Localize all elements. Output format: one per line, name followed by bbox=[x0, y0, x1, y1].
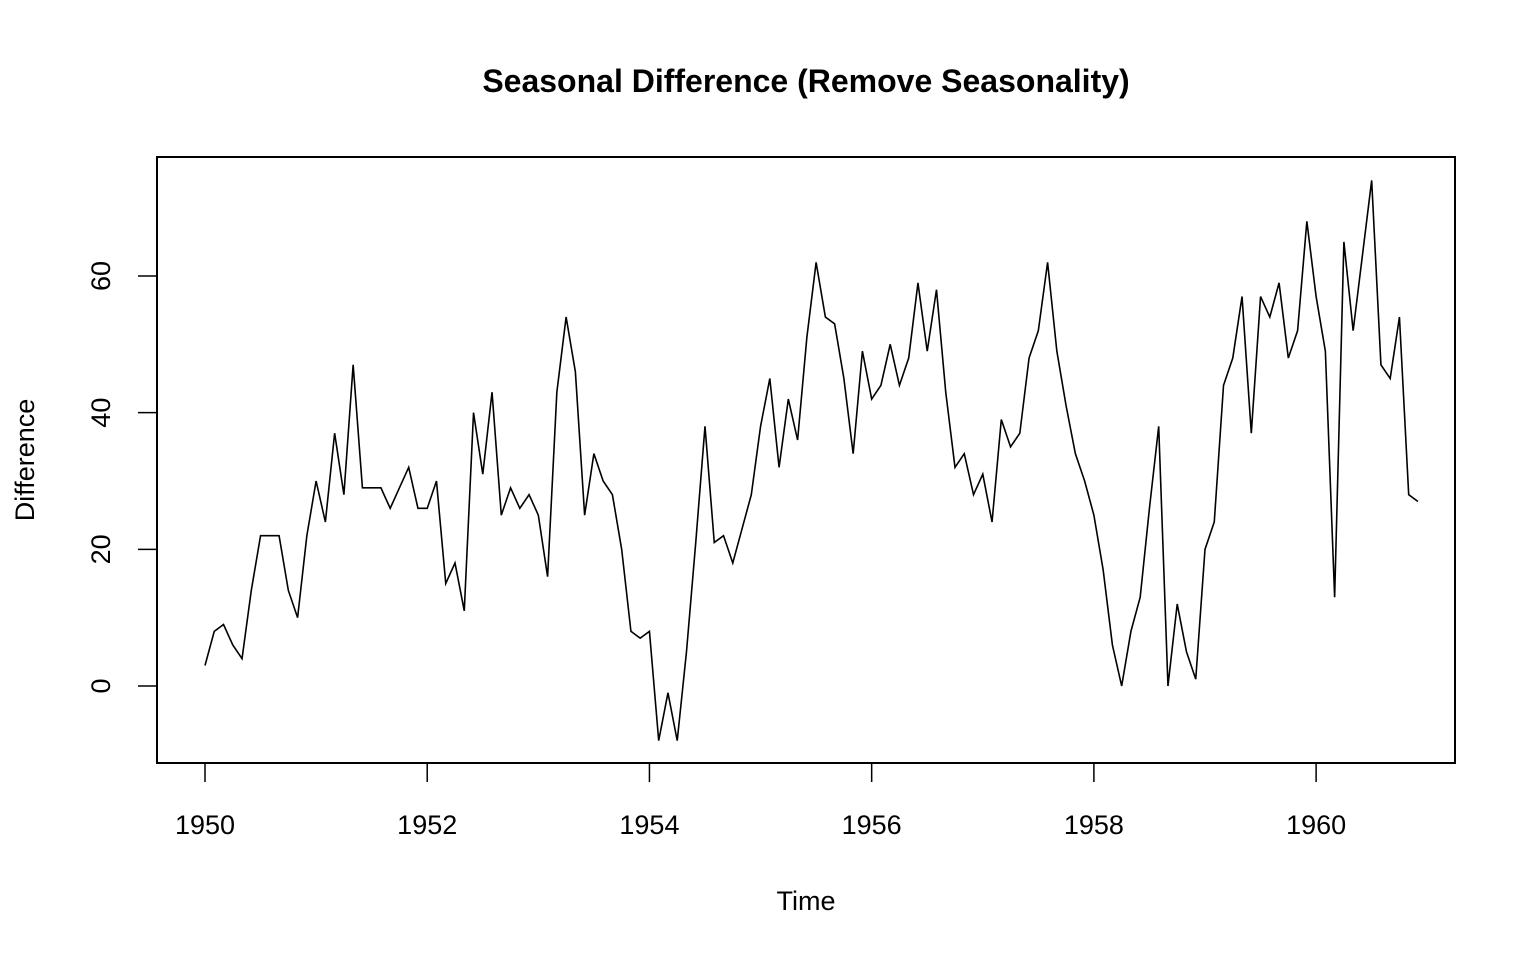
x-tick-label: 1958 bbox=[1064, 810, 1124, 840]
y-tick-label: 60 bbox=[86, 261, 116, 291]
x-tick-label: 1960 bbox=[1286, 810, 1346, 840]
y-axis: 0 20 40 60 bbox=[86, 261, 158, 694]
series-difference bbox=[204, 180, 1419, 741]
y-axis-label: Difference bbox=[10, 399, 40, 522]
chart-title: Seasonal Difference (Remove Seasonality) bbox=[482, 63, 1129, 99]
series-line bbox=[204, 180, 1419, 741]
x-axis-label: Time bbox=[777, 886, 836, 916]
x-tick-label: 1950 bbox=[175, 810, 235, 840]
y-tick-label: 20 bbox=[86, 534, 116, 564]
x-tick-label: 1954 bbox=[619, 810, 679, 840]
x-tick-label: 1956 bbox=[842, 810, 902, 840]
y-tick-label: 40 bbox=[86, 398, 116, 428]
y-tick-label: 0 bbox=[86, 678, 116, 693]
plot-frame bbox=[156, 156, 1456, 764]
x-axis: 1950 1952 1954 1956 1958 1960 bbox=[175, 762, 1346, 840]
x-tick-label: 1952 bbox=[397, 810, 457, 840]
